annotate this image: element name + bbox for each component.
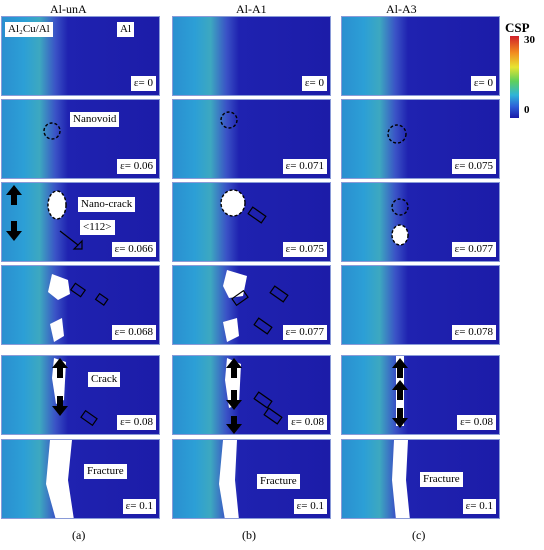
label-al2cu-al: Al₂Cu/Al: [5, 22, 53, 37]
panel-a-4: ε= 0.068: [1, 265, 160, 345]
legend-title: CSP: [505, 20, 530, 35]
legend-max: 30: [524, 34, 535, 46]
strain-label: ε= 0.071: [282, 159, 327, 174]
label-nanovoid: Nanovoid: [70, 112, 120, 127]
label-nano-crack: Nano-crack: [78, 197, 136, 212]
strain-label: ε= 0.068: [111, 325, 156, 340]
strain-label: ε= 0.1: [122, 499, 156, 514]
label-fracture: Fracture: [257, 474, 300, 489]
strain-label: ε= 0.078: [451, 325, 496, 340]
strain-label: ε= 0.077: [451, 242, 496, 257]
label-crack: Crack: [88, 372, 121, 387]
column-title-a: Al-unA: [50, 2, 87, 16]
panel-a-2: Nanovoid ε= 0.06: [1, 99, 160, 179]
panel-c-6: Fracture ε= 0.1: [341, 439, 500, 519]
panel-a-1: Al₂Cu/Al Al ε= 0: [1, 16, 160, 96]
panel-c-2: ε= 0.075: [341, 99, 500, 179]
panel-a-3: Nano-crack <112> ε= 0.066: [1, 182, 160, 262]
label-fracture: Fracture: [420, 472, 463, 487]
panel-c-3: ε= 0.077: [341, 182, 500, 262]
strain-label: ε= 0.077: [282, 325, 327, 340]
strain-label: ε= 0.08: [457, 415, 496, 430]
panel-a-6: Fracture ε= 0.1: [1, 439, 160, 519]
panel-b-4: ε= 0.077: [172, 265, 331, 345]
strain-label: ε= 0.1: [462, 499, 496, 514]
panel-b-6: Fracture ε= 0.1: [172, 439, 331, 519]
strain-label: ε= 0.06: [117, 159, 156, 174]
column-title-c: Al-A3: [386, 2, 417, 16]
panel-b-5: ε= 0.08: [172, 355, 331, 435]
strain-label: ε= 0.075: [282, 242, 327, 257]
panel-c-5: ε= 0.08: [341, 355, 500, 435]
strain-label: ε= 0: [130, 76, 156, 91]
legend-colorbar: [510, 36, 519, 118]
panel-b-1: ε= 0: [172, 16, 331, 96]
label-direction: <112>: [80, 220, 115, 235]
subfigure-label-a: (a): [72, 528, 86, 542]
subfigure-label-c: (c): [412, 528, 426, 542]
strain-label: ε= 0.08: [117, 415, 156, 430]
panel-c-4: ε= 0.078: [341, 265, 500, 345]
panel-b-3: ε= 0.075: [172, 182, 331, 262]
strain-label: ε= 0.066: [111, 242, 156, 257]
panel-b-2: ε= 0.071: [172, 99, 331, 179]
legend-min: 0: [524, 104, 530, 116]
label-fracture: Fracture: [84, 464, 127, 479]
subfigure-label-b: (b): [242, 528, 256, 542]
strain-label: ε= 0.08: [288, 415, 327, 430]
strain-label: ε= 0: [470, 76, 496, 91]
strain-label: ε= 0.1: [293, 499, 327, 514]
column-title-b: Al-A1: [236, 2, 267, 16]
strain-label: ε= 0: [301, 76, 327, 91]
panel-c-1: ε= 0: [341, 16, 500, 96]
strain-label: ε= 0.075: [451, 159, 496, 174]
panel-a-5: Crack ε= 0.08: [1, 355, 160, 435]
label-al: Al: [117, 22, 134, 37]
